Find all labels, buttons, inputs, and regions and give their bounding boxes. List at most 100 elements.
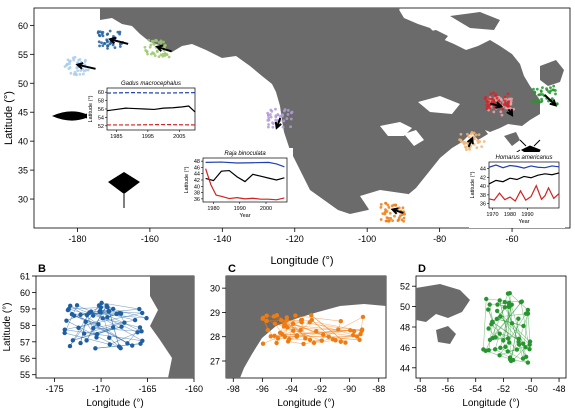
survey-point xyxy=(537,93,541,97)
survey-point xyxy=(107,342,112,347)
survey-point xyxy=(549,86,552,90)
inset-series-line xyxy=(205,169,285,183)
survey-point xyxy=(498,345,503,351)
y-tick-label: 59 xyxy=(20,304,30,314)
survey-point xyxy=(68,59,72,63)
survey-point xyxy=(495,96,499,100)
inset-title: Raja binoculata xyxy=(224,151,266,157)
panel-b-land xyxy=(150,276,194,378)
survey-point xyxy=(104,303,109,308)
inset-series-line xyxy=(488,172,560,185)
track-line xyxy=(499,333,519,340)
track-line xyxy=(500,313,527,317)
inset-series-line xyxy=(205,168,285,201)
survey-point xyxy=(507,340,512,345)
x-tick-label: -60 xyxy=(506,234,519,244)
survey-point xyxy=(554,92,557,96)
survey-point xyxy=(488,104,492,107)
survey-point xyxy=(482,140,486,143)
survey-point xyxy=(402,216,406,220)
panel-b-xlabel: Longitude (°) xyxy=(86,398,143,409)
survey-point xyxy=(401,206,405,210)
survey-point xyxy=(97,33,101,37)
survey-point xyxy=(523,345,528,350)
survey-point xyxy=(266,118,270,122)
survey-point xyxy=(283,108,287,111)
panel-a-shift-arrows xyxy=(75,36,558,215)
track-line xyxy=(287,326,355,332)
survey-point xyxy=(135,330,140,335)
survey-point xyxy=(516,316,521,321)
survey-point xyxy=(298,327,303,333)
survey-point xyxy=(72,58,76,62)
survey-point xyxy=(503,101,507,105)
skate-silhouette-icon xyxy=(108,172,140,208)
survey-point xyxy=(521,323,526,329)
survey-point xyxy=(105,314,110,320)
survey-point xyxy=(167,55,171,59)
panel-c-xlabel: Longitude (°) xyxy=(277,398,334,409)
survey-point xyxy=(284,315,290,320)
survey-point xyxy=(286,108,290,112)
survey-point xyxy=(506,301,512,306)
inset-y-tick-label: 44 xyxy=(480,167,486,173)
y-tick-label: 57 xyxy=(20,337,30,347)
survey-point xyxy=(512,107,516,111)
x-tick-label: -52 xyxy=(497,384,510,394)
survey-point xyxy=(73,70,77,74)
inset-ylabel: Latitude (°) xyxy=(88,95,94,122)
cod-silhouette-icon xyxy=(52,108,96,124)
track-line xyxy=(296,330,317,338)
survey-point xyxy=(264,313,269,318)
survey-point xyxy=(509,106,512,110)
survey-point xyxy=(476,141,480,145)
x-tick-label: -90 xyxy=(343,384,356,394)
survey-point xyxy=(114,311,119,317)
survey-point xyxy=(523,311,529,316)
survey-point xyxy=(506,103,509,106)
survey-point xyxy=(67,67,71,71)
survey-point xyxy=(505,349,510,354)
survey-point xyxy=(545,88,549,92)
survey-point xyxy=(162,40,165,44)
survey-point xyxy=(100,41,103,45)
inset-frame xyxy=(202,157,288,203)
survey-point xyxy=(463,145,467,149)
survey-point xyxy=(286,113,290,116)
survey-point xyxy=(490,100,494,104)
survey-point xyxy=(64,318,69,323)
track-line xyxy=(102,318,141,328)
panel-c-land xyxy=(226,276,386,378)
survey-point xyxy=(112,34,115,38)
survey-point xyxy=(84,68,88,72)
track-line xyxy=(99,311,142,332)
survey-point xyxy=(381,212,385,216)
inset-gadus: Gadus macrocephalus 1985 1995 2005 52 54 56 58 6… xyxy=(87,78,201,150)
survey-point xyxy=(266,114,270,117)
survey-point xyxy=(157,55,161,59)
survey-point xyxy=(505,291,511,296)
shift-arrow xyxy=(77,63,96,70)
y-tick-label: 55 xyxy=(18,50,28,60)
survey-point xyxy=(78,312,83,317)
survey-point xyxy=(159,41,163,45)
survey-point xyxy=(385,216,389,220)
x-tick-label: -94 xyxy=(285,384,298,394)
track-line xyxy=(93,327,142,332)
x-tick-label: -100 xyxy=(358,234,376,244)
inset-series-line xyxy=(106,105,196,113)
survey-point xyxy=(467,135,471,139)
survey-point xyxy=(155,49,159,53)
survey-point xyxy=(107,335,112,340)
survey-point xyxy=(96,322,101,327)
survey-point xyxy=(303,336,308,341)
inset-title: Homarus americanus xyxy=(495,155,552,161)
inset-y-tick-label: 38 xyxy=(480,193,486,199)
panel-b-ylabel: Latitude (°) xyxy=(2,302,13,351)
survey-point xyxy=(360,314,366,320)
survey-point xyxy=(100,316,105,321)
survey-point xyxy=(139,329,144,334)
survey-point xyxy=(489,92,493,96)
inset-homarus: Homarus americanus 1970 1980 1990 36 38 40 42 44… xyxy=(469,152,565,228)
survey-point xyxy=(472,131,476,135)
